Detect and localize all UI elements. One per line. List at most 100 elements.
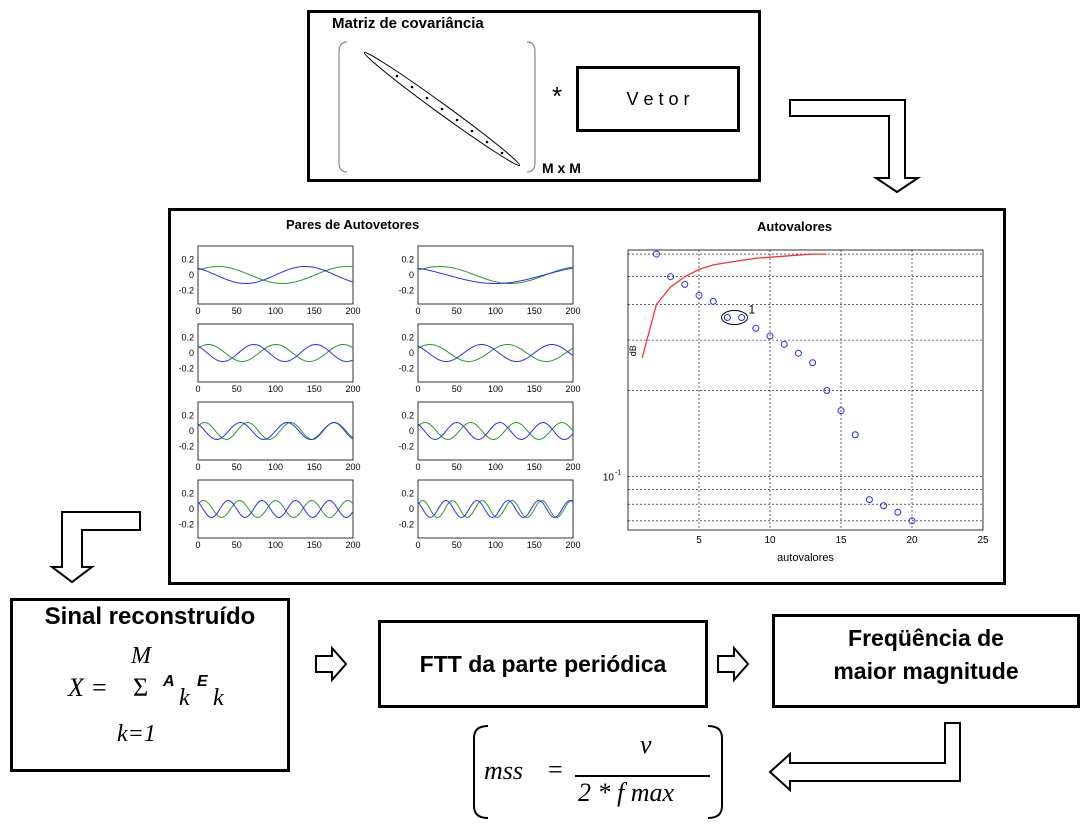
plot-frame: [417, 245, 574, 305]
pair-xtick-label: 0: [195, 540, 200, 550]
arrow-vetor-to-panel: [789, 99, 922, 194]
frequency-box: Freqüência de maior magnitude: [772, 614, 1080, 708]
pair-xtick-label: 100: [488, 306, 503, 316]
eigen-title: Autovalores: [757, 219, 833, 234]
pair-ytick-label: 0.2: [401, 411, 414, 421]
eigenvalue-point: [809, 359, 817, 367]
eigenvalue-point: [880, 502, 888, 510]
annotation-label: 1: [749, 302, 756, 316]
red-curve: [641, 253, 827, 359]
blue-eigenvector-line: [197, 499, 354, 519]
pair-xtick-label: 0: [415, 384, 420, 394]
green-eigenvector-line: [197, 266, 354, 284]
pair-xtick-label: 50: [232, 384, 242, 394]
pair-ytick-label: 0: [189, 348, 194, 358]
pair-xtick-label: 0: [195, 306, 200, 316]
eigenvalue-point: [794, 349, 802, 357]
reconstructed-box: Sinal reconstruído X = M Σ k=1 A k E k: [10, 598, 290, 772]
pair-xtick-label: 200: [345, 306, 360, 316]
pair-xtick-label: 200: [345, 540, 360, 550]
pair-xtick-label: 150: [307, 540, 322, 550]
eigenvalue-point: [652, 250, 660, 258]
blue-eigenvector-line: [417, 267, 574, 284]
eigenvalue-point: [723, 313, 731, 321]
pair-ytick-label: 0.2: [401, 333, 414, 343]
sum-lower: k=1: [117, 721, 156, 747]
sum-symbol: Σ: [133, 673, 149, 702]
pair-ytick-label: 0.2: [181, 255, 194, 265]
plot-frame: [197, 479, 354, 539]
pair-ytick-label: 0: [189, 270, 194, 280]
pair-xtick-label: 200: [345, 384, 360, 394]
eigenvector-pair-plot: 0.2 0 -0.2 0 50 100 150 200: [178, 401, 361, 472]
vector-label: V e t o r: [626, 88, 690, 109]
eigenvector-pair-plot: 0.2 0 -0.2 0 50 100 150 200: [398, 479, 581, 550]
pair-xtick-label: 0: [195, 462, 200, 472]
pair-xtick-label: 100: [268, 462, 283, 472]
pair-xtick-label: 200: [565, 540, 580, 550]
sum-upper: M: [131, 643, 151, 669]
pair-ytick-label: 0: [409, 270, 414, 280]
eigenvector-pair-plot: 0.2 0 -0.2 0 50 100 150 200: [398, 245, 581, 316]
pair-xtick-label: 100: [268, 306, 283, 316]
matrix-size-label: M x M: [542, 160, 581, 176]
plot-frame: [417, 323, 574, 383]
eigenvalue-point: [667, 273, 675, 281]
mss-denominator: 2 * f max: [578, 778, 675, 807]
pair-ytick-label: 0.2: [181, 411, 194, 421]
green-eigenvector-line: [417, 344, 574, 362]
eigen-xtick-label: 20: [906, 535, 918, 546]
pair-ytick-label: -0.2: [398, 519, 414, 529]
eigen-xlabel: autovalores: [777, 552, 834, 564]
arrow-panel-to-signal: [49, 511, 141, 584]
pair-xtick-label: 50: [452, 462, 462, 472]
eigenvector-pairs-plots: 0.2 0 -0.2 0 50 100 150 200 0.2 0 -0.2 0 50 100 150 200…: [178, 245, 581, 550]
pair-xtick-label: 100: [488, 384, 503, 394]
green-eigenvector-line: [197, 499, 354, 519]
subscript-k1: k: [179, 685, 190, 711]
pair-ytick-label: -0.2: [178, 285, 194, 295]
pair-ytick-label: 0.2: [401, 489, 414, 499]
pair-xtick-label: 100: [488, 462, 503, 472]
eigenvalue-point: [681, 280, 689, 288]
pair-ytick-label: 0: [189, 426, 194, 436]
eigenvector-pair-plot: 0.2 0 -0.2 0 50 100 150 200: [178, 323, 361, 394]
blue-eigenvector-line: [417, 343, 574, 362]
pair-ytick-label: -0.2: [178, 441, 194, 451]
green-eigenvector-line: [417, 499, 574, 519]
pair-xtick-label: 50: [232, 462, 242, 472]
eigenvalue-point: [752, 324, 760, 332]
eigenvalue-point: [837, 407, 845, 415]
arrow-fft-to-freq: [717, 645, 750, 683]
eigenvalue-point: [908, 517, 916, 525]
arrow-signal-to-fft: [315, 645, 348, 683]
formula-lhs: X =: [68, 673, 108, 702]
pair-xtick-label: 0: [195, 384, 200, 394]
mss-equals: =: [548, 755, 563, 784]
eigenvalue-point: [780, 340, 788, 348]
pair-xtick-label: 200: [565, 384, 580, 394]
mss-brackets: [473, 725, 723, 819]
pair-ytick-label: -0.2: [398, 441, 414, 451]
pair-ytick-label: 0.2: [181, 489, 194, 499]
plot-frame: [417, 401, 574, 461]
mss-numerator: v: [640, 730, 652, 759]
eigen-plot-frame: [627, 249, 984, 531]
pair-xtick-label: 0: [415, 462, 420, 472]
pair-ytick-label: 0: [409, 348, 414, 358]
pair-ytick-label: -0.2: [178, 363, 194, 373]
pairs-title: Pares de Autovetores: [286, 217, 420, 232]
pair-ytick-label: -0.2: [398, 363, 414, 373]
pair-ytick-label: -0.2: [178, 519, 194, 529]
eigenvalue-point: [766, 332, 774, 340]
pair-xtick-label: 200: [565, 306, 580, 316]
eigen-xtick-label: 10: [764, 535, 776, 546]
pair-ytick-label: 0.2: [181, 333, 194, 343]
blue-eigenvector-line: [197, 421, 354, 441]
pair-xtick-label: 50: [232, 306, 242, 316]
reconstructed-title: Sinal reconstruído: [44, 603, 256, 630]
frequency-line2: maior magnitude: [833, 658, 1019, 684]
arrow-freq-to-mss: [768, 722, 961, 793]
